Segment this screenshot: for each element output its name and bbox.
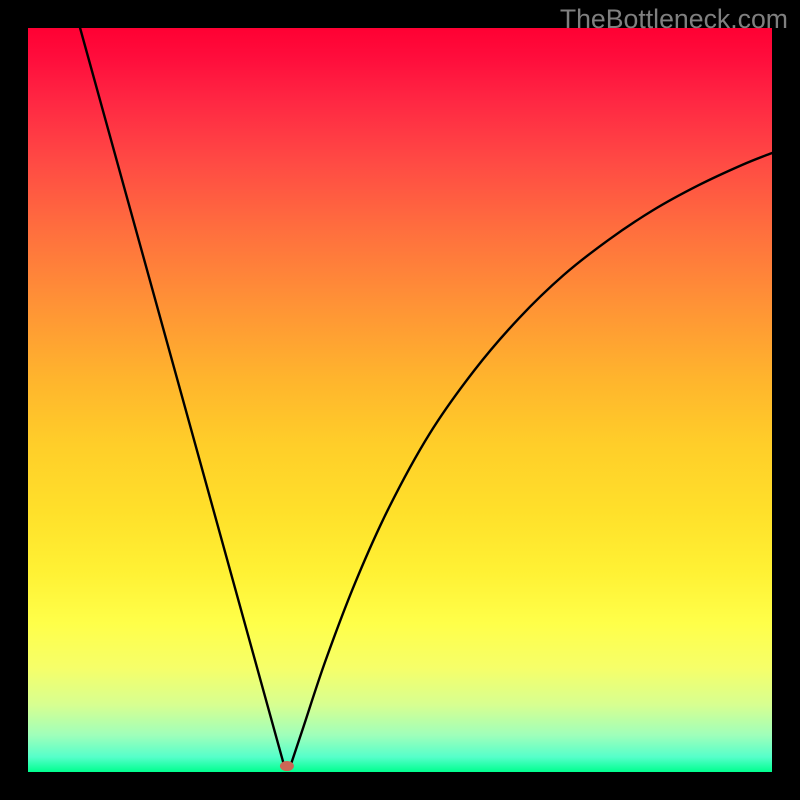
figure-root: TheBottleneck.com bbox=[0, 0, 800, 800]
watermark-text: TheBottleneck.com bbox=[560, 4, 788, 35]
bottleneck-chart bbox=[0, 0, 800, 800]
minimum-marker bbox=[280, 761, 294, 771]
gradient-background bbox=[28, 28, 772, 772]
